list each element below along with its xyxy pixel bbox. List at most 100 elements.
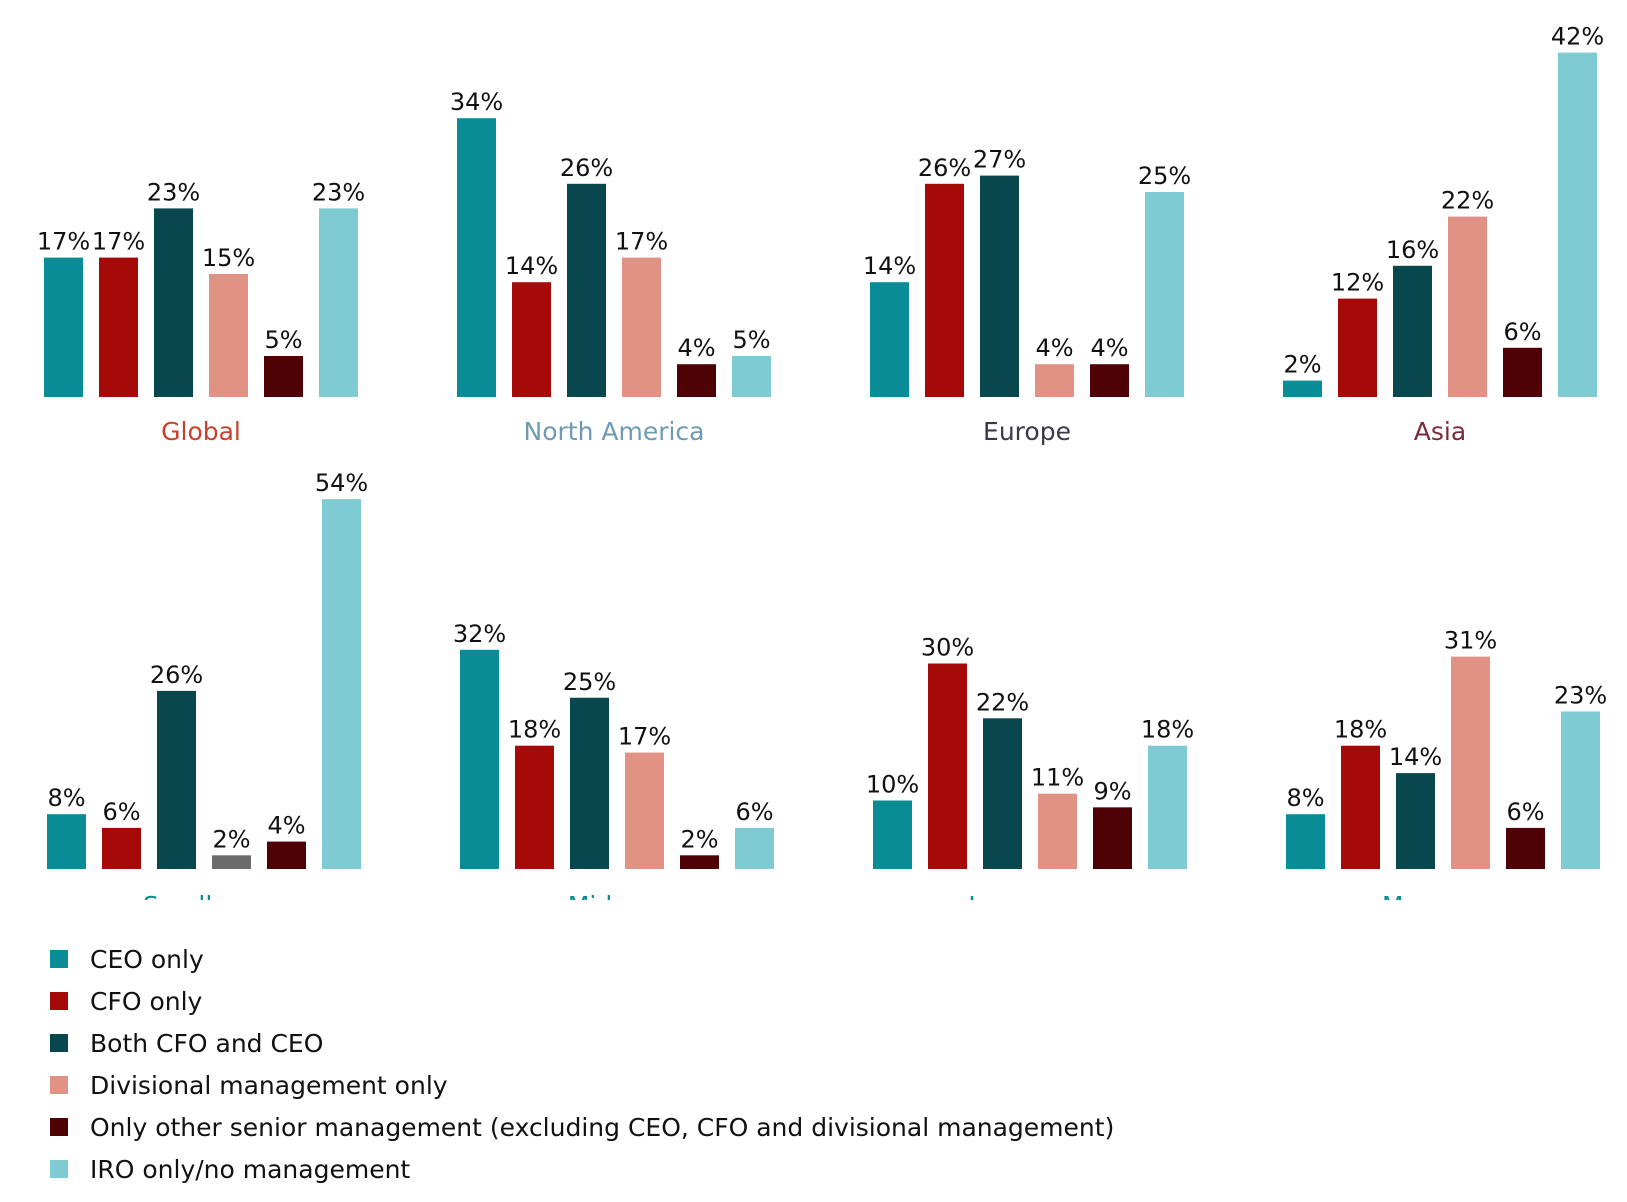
bar [928, 663, 967, 869]
bar [925, 183, 964, 397]
legend-swatch [50, 1160, 68, 1178]
bar-value-label: 14% [505, 252, 558, 280]
bar-value-label: 23% [1554, 681, 1607, 709]
bar-value-label: 26% [560, 154, 613, 182]
bar [460, 649, 499, 869]
panel-north-america: 34% 14% 26% 17% 4% 5% North America [450, 88, 771, 446]
bar [1503, 347, 1542, 397]
bar-value-label: 15% [202, 244, 255, 272]
panel-title: North America [524, 417, 705, 446]
legend-item: Only other senior management (excluding … [50, 1106, 1114, 1148]
bar-value-label: 22% [1441, 187, 1494, 215]
bar-value-label: 11% [1031, 764, 1084, 792]
bar-value-label: 27% [973, 146, 1026, 174]
bar-value-label: 18% [1334, 716, 1387, 744]
bar [983, 718, 1022, 869]
bar-value-label: 18% [508, 716, 561, 744]
bar [512, 282, 551, 397]
bar [157, 690, 196, 869]
bar-value-label: 17% [37, 228, 90, 256]
panel-europe: 14% 26% 27% 4% 4% 25% Europe [863, 146, 1191, 446]
legend-label: CEO only [90, 944, 204, 974]
bar [212, 855, 251, 869]
bar-value-label: 4% [1090, 334, 1128, 362]
bar [102, 827, 141, 869]
bar [1286, 814, 1325, 869]
bar [735, 827, 774, 869]
legend-swatch [50, 950, 68, 968]
bar-value-label: 22% [976, 688, 1029, 716]
bar [267, 841, 306, 869]
bar [154, 208, 193, 397]
bar-value-label: 31% [1444, 627, 1497, 655]
bar [1396, 773, 1435, 869]
panel-asia: 2% 12%16%22% 6% 42% Asia [1283, 23, 1604, 446]
legend-item: IRO only/no management [50, 1148, 1114, 1190]
bar [47, 814, 86, 869]
bar-value-label: 6% [735, 798, 773, 826]
bar [1148, 745, 1187, 869]
bar [1145, 192, 1184, 397]
bar [322, 499, 361, 869]
bar [1561, 711, 1600, 869]
bar [457, 118, 496, 397]
bar [980, 175, 1019, 397]
bar [677, 364, 716, 397]
bar-value-label: 34% [450, 88, 503, 116]
bar-value-label: 4% [267, 812, 305, 840]
bar-value-label: 9% [1093, 777, 1131, 805]
bar-value-label: 30% [921, 634, 974, 662]
bar-value-label: 8% [1286, 784, 1324, 812]
legend-swatch [50, 1076, 68, 1094]
bar [1035, 364, 1074, 397]
bar [625, 752, 664, 869]
bar-value-label: 17% [618, 723, 671, 751]
bar [567, 183, 606, 397]
bar [570, 697, 609, 869]
bar [99, 257, 138, 397]
panel-title: Small cap [143, 891, 265, 900]
bar [1283, 380, 1322, 397]
bar [209, 274, 248, 397]
bar-value-label: 26% [918, 154, 971, 182]
bar-value-label: 17% [92, 228, 145, 256]
legend: CEO only CFO only Both CFO and CEO Division… [50, 938, 1114, 1190]
bar-value-label: 17% [615, 228, 668, 256]
bar-value-label: 2% [212, 825, 250, 853]
bar-value-label: 2% [680, 825, 718, 853]
legend-swatch [50, 1034, 68, 1052]
bar [680, 855, 719, 869]
bar-value-label: 5% [732, 326, 770, 354]
bar [319, 208, 358, 397]
legend-item: CEO only [50, 938, 1114, 980]
bar-value-label: 5% [264, 326, 302, 354]
panel-title: Asia [1414, 417, 1466, 446]
bar-value-label: 6% [1503, 318, 1541, 346]
bar-value-label: 14% [1389, 743, 1442, 771]
bar [44, 257, 83, 397]
legend-label: IRO only/no management [90, 1154, 411, 1184]
bar [1038, 793, 1077, 869]
bar-value-label: 26% [150, 661, 203, 689]
legend-label: CFO only [90, 986, 203, 1016]
bar-value-label: 14% [863, 252, 916, 280]
panel-title: Mega-cap [1382, 891, 1504, 900]
bar-value-label: 8% [47, 784, 85, 812]
legend-swatch [50, 992, 68, 1010]
bar [870, 282, 909, 397]
bar-value-label: 6% [1506, 798, 1544, 826]
bar [622, 257, 661, 397]
bar [515, 745, 554, 869]
bar-value-label: 18% [1141, 716, 1194, 744]
bar [1448, 216, 1487, 397]
bar [1090, 364, 1129, 397]
legend-label: Both CFO and CEO [90, 1028, 324, 1058]
bar-value-label: 23% [147, 178, 200, 206]
bar [1093, 807, 1132, 869]
bar-value-label: 25% [1138, 162, 1191, 190]
bar [732, 356, 771, 397]
bar-value-label: 54% [315, 469, 368, 497]
bar-value-label: 2% [1283, 351, 1321, 379]
bar-value-label: 6% [102, 798, 140, 826]
